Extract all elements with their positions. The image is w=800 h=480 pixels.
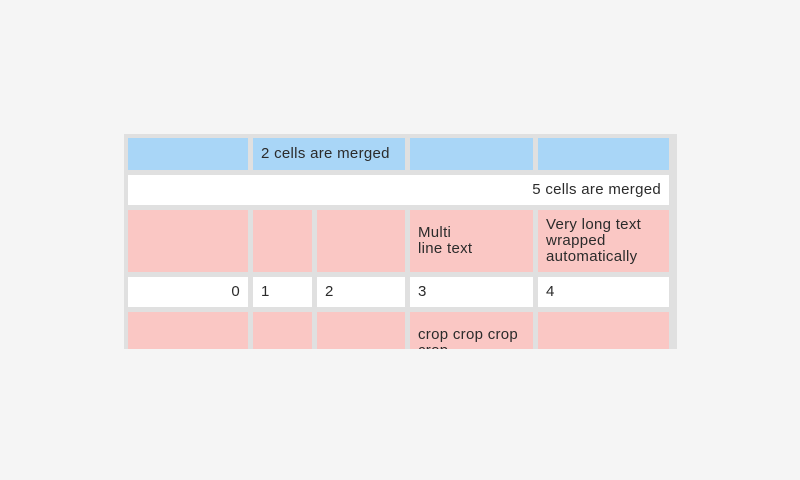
table-cell-r0-c3[interactable] [538, 138, 669, 170]
table-cell-text: 2 cells are merged [261, 145, 390, 162]
table-cell-r2-c2[interactable] [317, 210, 405, 272]
table-cell-text: 4 [546, 283, 555, 300]
table-cell-text: 3 [418, 283, 427, 300]
table-cell-r2-c4[interactable]: Very long text wrapped automatically [538, 210, 669, 272]
table-widget[interactable]: 2 cells are merged 5 cells are merged Mult… [124, 134, 677, 349]
table-cell-r0-c0[interactable] [128, 138, 248, 170]
table-cell-r0-c2[interactable] [410, 138, 533, 170]
table-cell-r3-c4[interactable]: 4 [538, 277, 669, 307]
table-cell-r3-c3[interactable]: 3 [410, 277, 533, 307]
table-cell-r0-c1[interactable]: 2 cells are merged [253, 138, 405, 170]
table-cell-r2-c0[interactable] [128, 210, 248, 272]
table-cell-r4-c0[interactable] [128, 312, 248, 349]
table-cell-r3-c2[interactable]: 2 [317, 277, 405, 307]
table-cell-r2-c3[interactable]: Multi line text [410, 210, 533, 272]
table-cell-text: crop crop crop crop [418, 326, 519, 350]
table-cell-text: 1 [261, 283, 270, 300]
table-cell-r1-c0[interactable]: 5 cells are merged [128, 175, 669, 205]
table-cell-text: 5 cells are merged [532, 181, 661, 198]
table-cell-r2-c1[interactable] [253, 210, 312, 272]
table-cell-text: Very long text wrapped automatically [546, 216, 642, 265]
table-grid: 2 cells are merged 5 cells are merged Mult… [128, 138, 669, 349]
table-cell-text: 0 [231, 283, 240, 300]
table-cell-r4-c1[interactable] [253, 312, 312, 349]
table-cell-r3-c1[interactable]: 1 [253, 277, 312, 307]
table-cell-r3-c0[interactable]: 0 [128, 277, 248, 307]
table-cell-r4-c4[interactable] [538, 312, 669, 349]
table-cell-r4-c2[interactable] [317, 312, 405, 349]
table-cell-r4-c3[interactable]: crop crop crop crop [410, 312, 533, 349]
table-cell-text: Multi line text [418, 224, 473, 257]
table-cell-text: 2 [325, 283, 334, 300]
